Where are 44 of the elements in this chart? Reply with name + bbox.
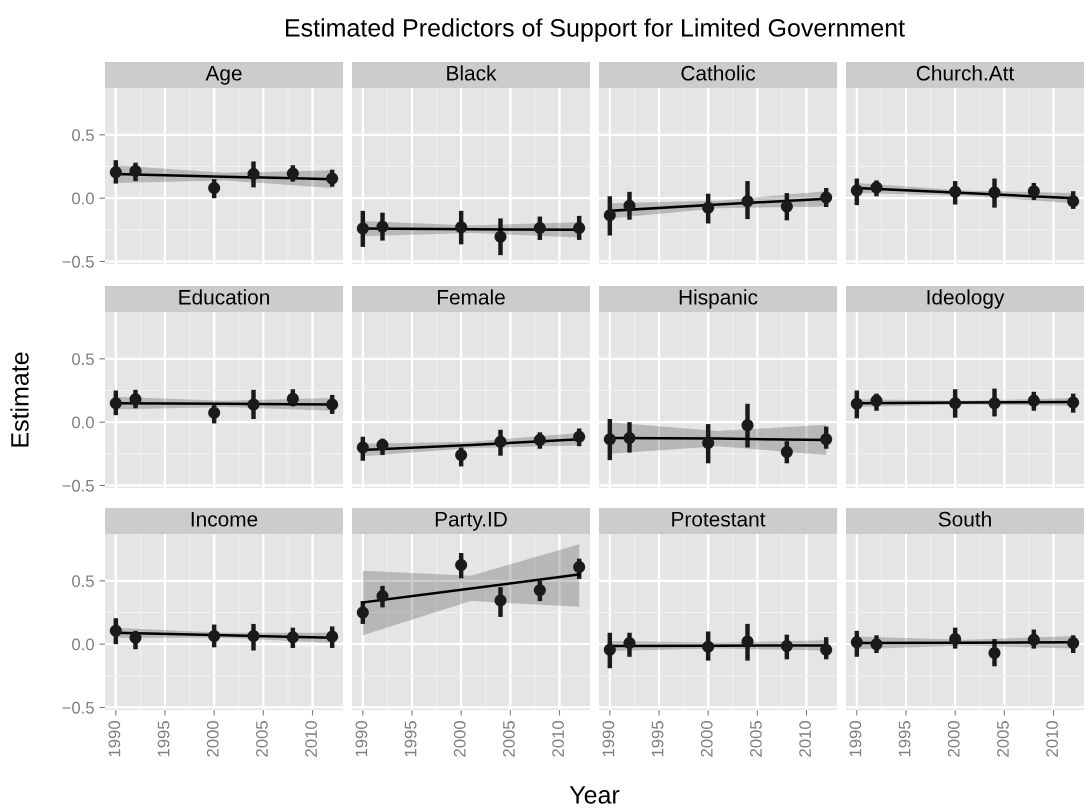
chart-title: Education xyxy=(179,289,269,305)
chart-title: South xyxy=(938,511,991,527)
x-tick-label: 2005 xyxy=(750,721,762,757)
x-tick-label: 1995 xyxy=(651,721,664,757)
y-tick-label: −0.5 xyxy=(62,701,94,714)
y-tick-label: 0.0 xyxy=(72,192,94,205)
x-tick-label: 2000 xyxy=(700,721,713,757)
x-tick-label: 1990 xyxy=(355,721,368,757)
y-tick-label: 0.5 xyxy=(72,129,94,142)
chart-title: Party.ID xyxy=(435,512,507,531)
text: Estimated Predictors of Support for Limited Government xyxy=(286,18,905,42)
chart-title: Black xyxy=(447,65,497,81)
y-axis-title: Estimate xyxy=(10,352,29,447)
y-tick-label: −0.5 xyxy=(62,255,94,268)
y-tick-label: 0.0 xyxy=(72,638,94,651)
y-tick-label: 0.0 xyxy=(72,416,94,429)
chart-title: Age xyxy=(205,66,242,85)
x-tick-label: 2010 xyxy=(799,721,811,757)
y-tick-label: 0.5 xyxy=(72,353,94,366)
chart-title: Female xyxy=(437,289,505,305)
chart-title: Income xyxy=(191,512,258,527)
y-tick-label: 0.5 xyxy=(72,575,94,588)
x-tick-label: 2010 xyxy=(1046,721,1058,757)
x-tick-label: 2005 xyxy=(997,721,1009,757)
x-tick-label: 1990 xyxy=(108,721,121,757)
x-tick-label: 2000 xyxy=(206,721,219,757)
x-tick-label: 2010 xyxy=(305,721,317,757)
x-tick-label: 2010 xyxy=(552,721,564,757)
x-tick-label: 2000 xyxy=(947,721,960,757)
x-tick-label: 1990 xyxy=(849,721,862,757)
chart-title: Church.Att xyxy=(916,65,1015,81)
chart-title: Protestant xyxy=(672,512,766,527)
y-tick-label: −0.5 xyxy=(62,479,94,492)
x-tick-label: 2005 xyxy=(256,721,268,757)
x-tick-label: 1990 xyxy=(602,721,615,757)
x-axis-title: Year xyxy=(569,786,620,804)
x-tick-label: 1995 xyxy=(404,721,417,757)
chart-title: Catholic xyxy=(681,65,756,81)
chart-title: Hispanic xyxy=(679,289,758,309)
x-tick-label: 2000 xyxy=(453,721,466,757)
x-tick-label: 2005 xyxy=(503,721,515,757)
x-tick-label: 1995 xyxy=(898,721,911,757)
x-tick-label: 1995 xyxy=(157,721,170,757)
chart-title: Ideology xyxy=(927,289,1005,309)
